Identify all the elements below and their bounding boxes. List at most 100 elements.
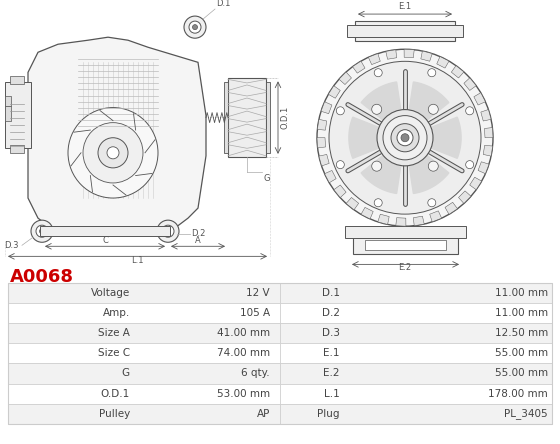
Bar <box>280 323 552 343</box>
Circle shape <box>383 115 427 160</box>
Circle shape <box>337 161 344 169</box>
Text: 12.50 mm: 12.50 mm <box>494 328 548 338</box>
Text: Voltage: Voltage <box>91 288 130 298</box>
Polygon shape <box>421 51 432 61</box>
Text: D.1: D.1 <box>322 288 340 298</box>
Circle shape <box>466 107 474 115</box>
Circle shape <box>428 199 436 207</box>
Bar <box>5 95 11 106</box>
Text: E.1: E.1 <box>398 2 412 11</box>
Polygon shape <box>474 93 486 105</box>
Polygon shape <box>464 78 476 91</box>
Bar <box>8 404 280 424</box>
Text: O.D.1: O.D.1 <box>101 388 130 399</box>
Bar <box>280 363 552 384</box>
Text: 11.00 mm: 11.00 mm <box>495 308 548 318</box>
Text: AP: AP <box>256 409 270 419</box>
Bar <box>280 404 552 424</box>
Bar <box>8 283 280 303</box>
Bar <box>8 343 280 363</box>
Circle shape <box>466 161 474 169</box>
Text: O.D.1: O.D.1 <box>280 106 289 129</box>
Polygon shape <box>405 117 461 159</box>
Circle shape <box>31 220 53 242</box>
Text: 11.00 mm: 11.00 mm <box>495 288 548 298</box>
Circle shape <box>337 107 344 115</box>
Polygon shape <box>361 207 373 219</box>
Text: D.3: D.3 <box>322 328 340 338</box>
Bar <box>280 283 552 303</box>
Circle shape <box>372 161 382 171</box>
Text: D.2: D.2 <box>191 229 206 238</box>
Text: 178.00 mm: 178.00 mm <box>488 388 548 399</box>
Polygon shape <box>325 170 336 183</box>
Circle shape <box>428 104 438 114</box>
Text: PL_3405: PL_3405 <box>505 408 548 419</box>
Polygon shape <box>28 37 206 233</box>
Polygon shape <box>328 86 340 98</box>
Polygon shape <box>317 138 325 148</box>
Polygon shape <box>413 216 424 226</box>
Polygon shape <box>445 202 458 214</box>
Circle shape <box>36 225 48 237</box>
Polygon shape <box>430 211 442 222</box>
Polygon shape <box>378 214 389 225</box>
Text: 55.00 mm: 55.00 mm <box>495 369 548 378</box>
Circle shape <box>157 220 179 242</box>
Circle shape <box>377 110 433 166</box>
Circle shape <box>374 199 382 207</box>
Bar <box>8 363 280 384</box>
Text: 12 V: 12 V <box>246 288 270 298</box>
Text: G: G <box>264 174 270 183</box>
Polygon shape <box>361 82 405 138</box>
Bar <box>5 83 31 148</box>
Bar <box>280 303 552 323</box>
Text: D.3: D.3 <box>4 241 18 250</box>
Polygon shape <box>361 138 405 194</box>
Bar <box>8 283 552 424</box>
Circle shape <box>401 134 409 142</box>
Text: Size A: Size A <box>98 328 130 338</box>
Polygon shape <box>368 54 380 64</box>
Text: A: A <box>195 236 201 245</box>
Polygon shape <box>404 49 414 58</box>
Polygon shape <box>437 56 449 68</box>
Polygon shape <box>339 72 352 84</box>
Text: E.2: E.2 <box>398 263 412 273</box>
Circle shape <box>374 69 382 77</box>
Circle shape <box>166 229 170 234</box>
Polygon shape <box>346 198 358 210</box>
Bar <box>8 303 280 323</box>
Polygon shape <box>459 191 471 203</box>
Bar <box>224 83 228 153</box>
Bar <box>228 79 266 157</box>
Bar <box>345 226 466 238</box>
Circle shape <box>372 104 382 114</box>
Text: C: C <box>102 236 108 245</box>
Text: 41.00 mm: 41.00 mm <box>217 328 270 338</box>
Bar <box>280 343 552 363</box>
Bar <box>347 25 463 37</box>
Polygon shape <box>478 162 489 174</box>
Bar <box>8 323 280 343</box>
Bar <box>5 106 11 121</box>
Text: 74.00 mm: 74.00 mm <box>217 348 270 358</box>
Polygon shape <box>349 117 405 159</box>
Polygon shape <box>334 185 346 198</box>
Text: Size C: Size C <box>98 348 130 358</box>
Polygon shape <box>405 82 449 138</box>
Text: L.1: L.1 <box>324 388 340 399</box>
Polygon shape <box>484 127 493 138</box>
Bar <box>353 236 458 254</box>
Circle shape <box>428 161 438 171</box>
Text: 105 A: 105 A <box>240 308 270 318</box>
Polygon shape <box>319 155 329 166</box>
Text: 55.00 mm: 55.00 mm <box>495 348 548 358</box>
Text: Amp.: Amp. <box>102 308 130 318</box>
Circle shape <box>391 123 419 152</box>
Bar <box>266 83 270 153</box>
Circle shape <box>98 138 128 168</box>
Circle shape <box>428 69 436 77</box>
Polygon shape <box>318 119 326 130</box>
Circle shape <box>83 123 143 183</box>
